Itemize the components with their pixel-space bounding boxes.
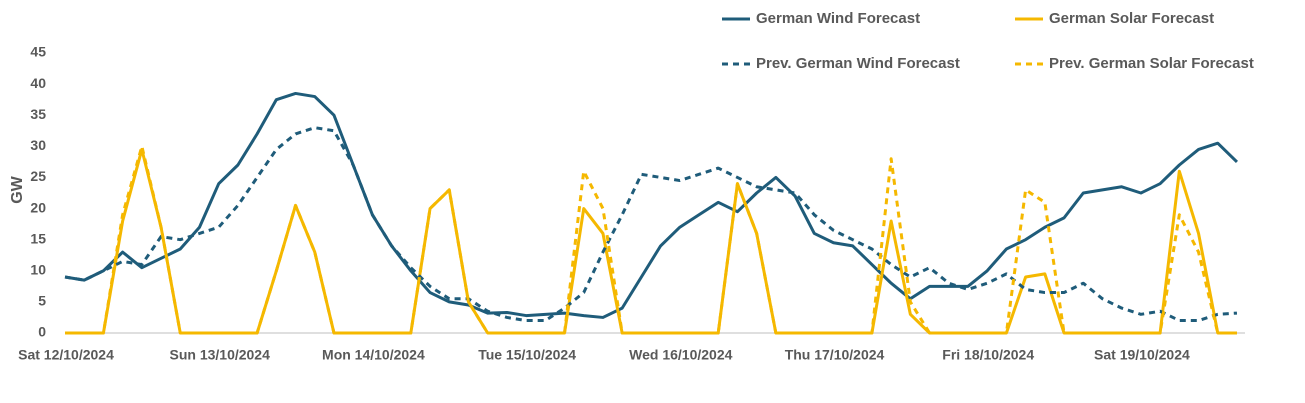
x-tick-label: Tue 15/10/2024	[478, 347, 576, 363]
x-tick-label: Sun 13/10/2024	[169, 347, 270, 363]
legend-label: German Solar Forecast	[1049, 10, 1214, 27]
y-tick-label: 25	[30, 168, 46, 184]
y-tick-label: 45	[30, 44, 46, 60]
y-tick-label: 40	[30, 75, 46, 91]
y-tick-label: 0	[38, 324, 46, 340]
y-tick-label: 15	[30, 230, 46, 246]
series-line	[65, 144, 1237, 335]
legend-label: Prev. German Solar Forecast	[1049, 55, 1254, 72]
y-tick-label: 35	[30, 106, 46, 122]
x-tick-label: Sat 12/10/2024	[18, 347, 114, 363]
legend-label: German Wind Forecast	[756, 10, 920, 27]
x-tick-label: Fri 18/10/2024	[942, 347, 1034, 363]
y-tick-label: 30	[30, 137, 46, 153]
series-line	[64, 126, 1238, 323]
y-tick-label: 10	[30, 261, 46, 277]
y-axis-title: GW	[9, 175, 26, 203]
series-line	[64, 91, 1239, 319]
y-tick-label: 5	[38, 293, 46, 309]
x-tick-label: Mon 14/10/2024	[322, 347, 425, 363]
x-tick-label: Sat 19/10/2024	[1094, 347, 1190, 363]
y-tick-label: 20	[30, 199, 46, 215]
legend-label: Prev. German Wind Forecast	[756, 55, 960, 72]
x-tick-label: Thu 17/10/2024	[785, 347, 885, 363]
x-tick-label: Wed 16/10/2024	[629, 347, 732, 363]
